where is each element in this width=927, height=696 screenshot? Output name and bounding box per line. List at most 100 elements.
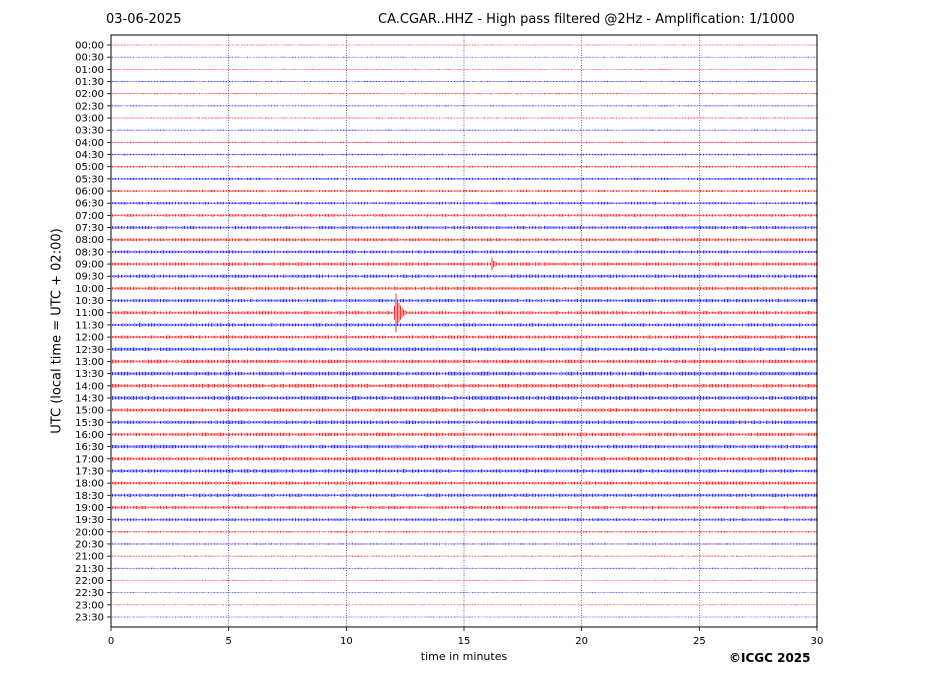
y-tick-label: 07:00	[75, 211, 104, 222]
y-tick-label: 06:00	[75, 187, 104, 198]
y-tick-label: 23:00	[75, 600, 104, 611]
copyright-label: ©ICGC 2025	[729, 651, 811, 665]
trace-row-16:30	[110, 444, 817, 449]
y-tick-label: 20:30	[75, 539, 104, 550]
y-tick-label: 03:30	[75, 126, 104, 137]
x-tick-label: 20	[575, 636, 588, 647]
trace-row-06:30	[110, 201, 817, 205]
trace-row-14:30	[110, 395, 817, 400]
trace-row-19:30	[110, 518, 817, 522]
y-tick-label: 09:00	[75, 260, 104, 271]
trace-row-07:30	[110, 226, 817, 230]
trace-row-08:00	[110, 238, 817, 242]
trace-row-05:00	[110, 165, 817, 168]
trace-row-13:00	[110, 359, 817, 364]
trace-row-01:30	[110, 80, 817, 83]
y-tick-label: 05:30	[75, 174, 104, 185]
y-tick-label: 17:30	[75, 466, 104, 477]
y-tick-label: 15:00	[75, 406, 104, 417]
trace-row-20:30	[110, 543, 817, 545]
trace-row-01:00	[110, 68, 817, 70]
trace-row-17:00	[110, 456, 817, 461]
trace-row-03:30	[110, 129, 817, 131]
trace-row-13:30	[110, 371, 817, 376]
y-tick-label: 11:00	[75, 308, 104, 319]
y-tick-label: 02:00	[75, 89, 104, 100]
trace-row-12:30	[110, 347, 817, 352]
trace-row-18:30	[110, 493, 817, 497]
y-tick-label: 11:30	[75, 320, 104, 331]
y-tick-label: 09:30	[75, 272, 104, 283]
y-tick-label: 06:30	[75, 199, 104, 210]
trace-row-18:00	[110, 481, 817, 485]
y-tick-label: 13:30	[75, 369, 104, 380]
trace-row-15:00	[110, 408, 817, 412]
y-tick-label: 16:00	[75, 430, 104, 441]
trace-row-04:00	[110, 141, 817, 144]
trace-row-23:00	[110, 604, 817, 606]
y-tick-label: 15:30	[75, 418, 104, 429]
trace-row-08:30	[110, 250, 817, 254]
y-tick-label: 18:30	[75, 491, 104, 502]
y-tick-label: 14:30	[75, 393, 104, 404]
trace-row-20:00	[110, 530, 817, 533]
y-tick-label: 01:30	[75, 77, 104, 88]
y-tick-label: 12:00	[75, 333, 104, 344]
x-tick-label: 15	[458, 636, 471, 647]
trace-row-21:00	[110, 555, 817, 557]
y-tick-label: 23:30	[75, 612, 104, 623]
trace-row-12:00	[110, 335, 817, 339]
trace-row-21:30	[110, 567, 817, 569]
y-tick-label: 17:00	[75, 454, 104, 465]
y-tick-label: 21:00	[75, 552, 104, 563]
trace-row-17:30	[110, 469, 817, 473]
y-tick-label: 22:00	[75, 576, 104, 587]
x-tick-label: 10	[340, 636, 353, 647]
y-tick-label: 10:30	[75, 296, 104, 307]
trace-row-16:00	[110, 432, 817, 437]
x-tick-label: 30	[811, 636, 824, 647]
y-tick-label: 08:00	[75, 235, 104, 246]
y-tick-label: 04:00	[75, 138, 104, 149]
trace-row-02:30	[110, 105, 817, 107]
y-tick-label: 08:30	[75, 247, 104, 258]
y-tick-label: 04:30	[75, 150, 104, 161]
y-tick-label: 13:00	[75, 357, 104, 368]
trace-row-07:00	[110, 213, 817, 217]
x-tick-label: 5	[225, 636, 231, 647]
trace-row-00:30	[110, 56, 817, 58]
trace-row-15:30	[110, 420, 817, 425]
y-tick-label: 21:30	[75, 564, 104, 575]
trace-row-22:00	[110, 580, 817, 581]
trace-row-14:00	[110, 383, 817, 388]
trace-lines	[110, 44, 817, 618]
y-tick-label: 19:30	[75, 515, 104, 526]
date-label: 03-06-2025	[106, 12, 182, 27]
trace-row-09:00	[110, 257, 817, 271]
y-tick-label: 22:30	[75, 588, 104, 599]
y-tick-label: 18:00	[75, 479, 104, 490]
y-tick-label: 03:00	[75, 114, 104, 125]
trace-row-10:00	[110, 286, 817, 291]
trace-row-19:00	[110, 505, 817, 509]
y-tick-label: 14:00	[75, 381, 104, 392]
trace-row-11:30	[110, 322, 817, 328]
trace-row-04:30	[110, 153, 817, 156]
grid-lines	[228, 35, 700, 627]
trace-row-03:00	[110, 117, 817, 119]
y-tick-label: 07:30	[75, 223, 104, 234]
trace-row-23:30	[110, 616, 817, 618]
x-ticks: 0 5 10 15 20 25 30	[108, 627, 824, 647]
y-tick-label: 00:00	[75, 41, 104, 52]
trace-row-05:30	[110, 177, 817, 180]
trace-row-00:00	[110, 44, 817, 46]
y-tick-label: 05:00	[75, 162, 104, 173]
chart-title: CA.CGAR..HHZ - High pass filtered @2Hz -…	[378, 12, 795, 27]
y-tick-label: 10:00	[75, 284, 104, 295]
trace-row-02:00	[110, 93, 817, 95]
y-tick-label: 19:00	[75, 503, 104, 514]
trace-row-22:30	[110, 592, 817, 594]
x-axis-label: time in minutes	[420, 650, 508, 663]
y-tick-label: 12:30	[75, 345, 104, 356]
